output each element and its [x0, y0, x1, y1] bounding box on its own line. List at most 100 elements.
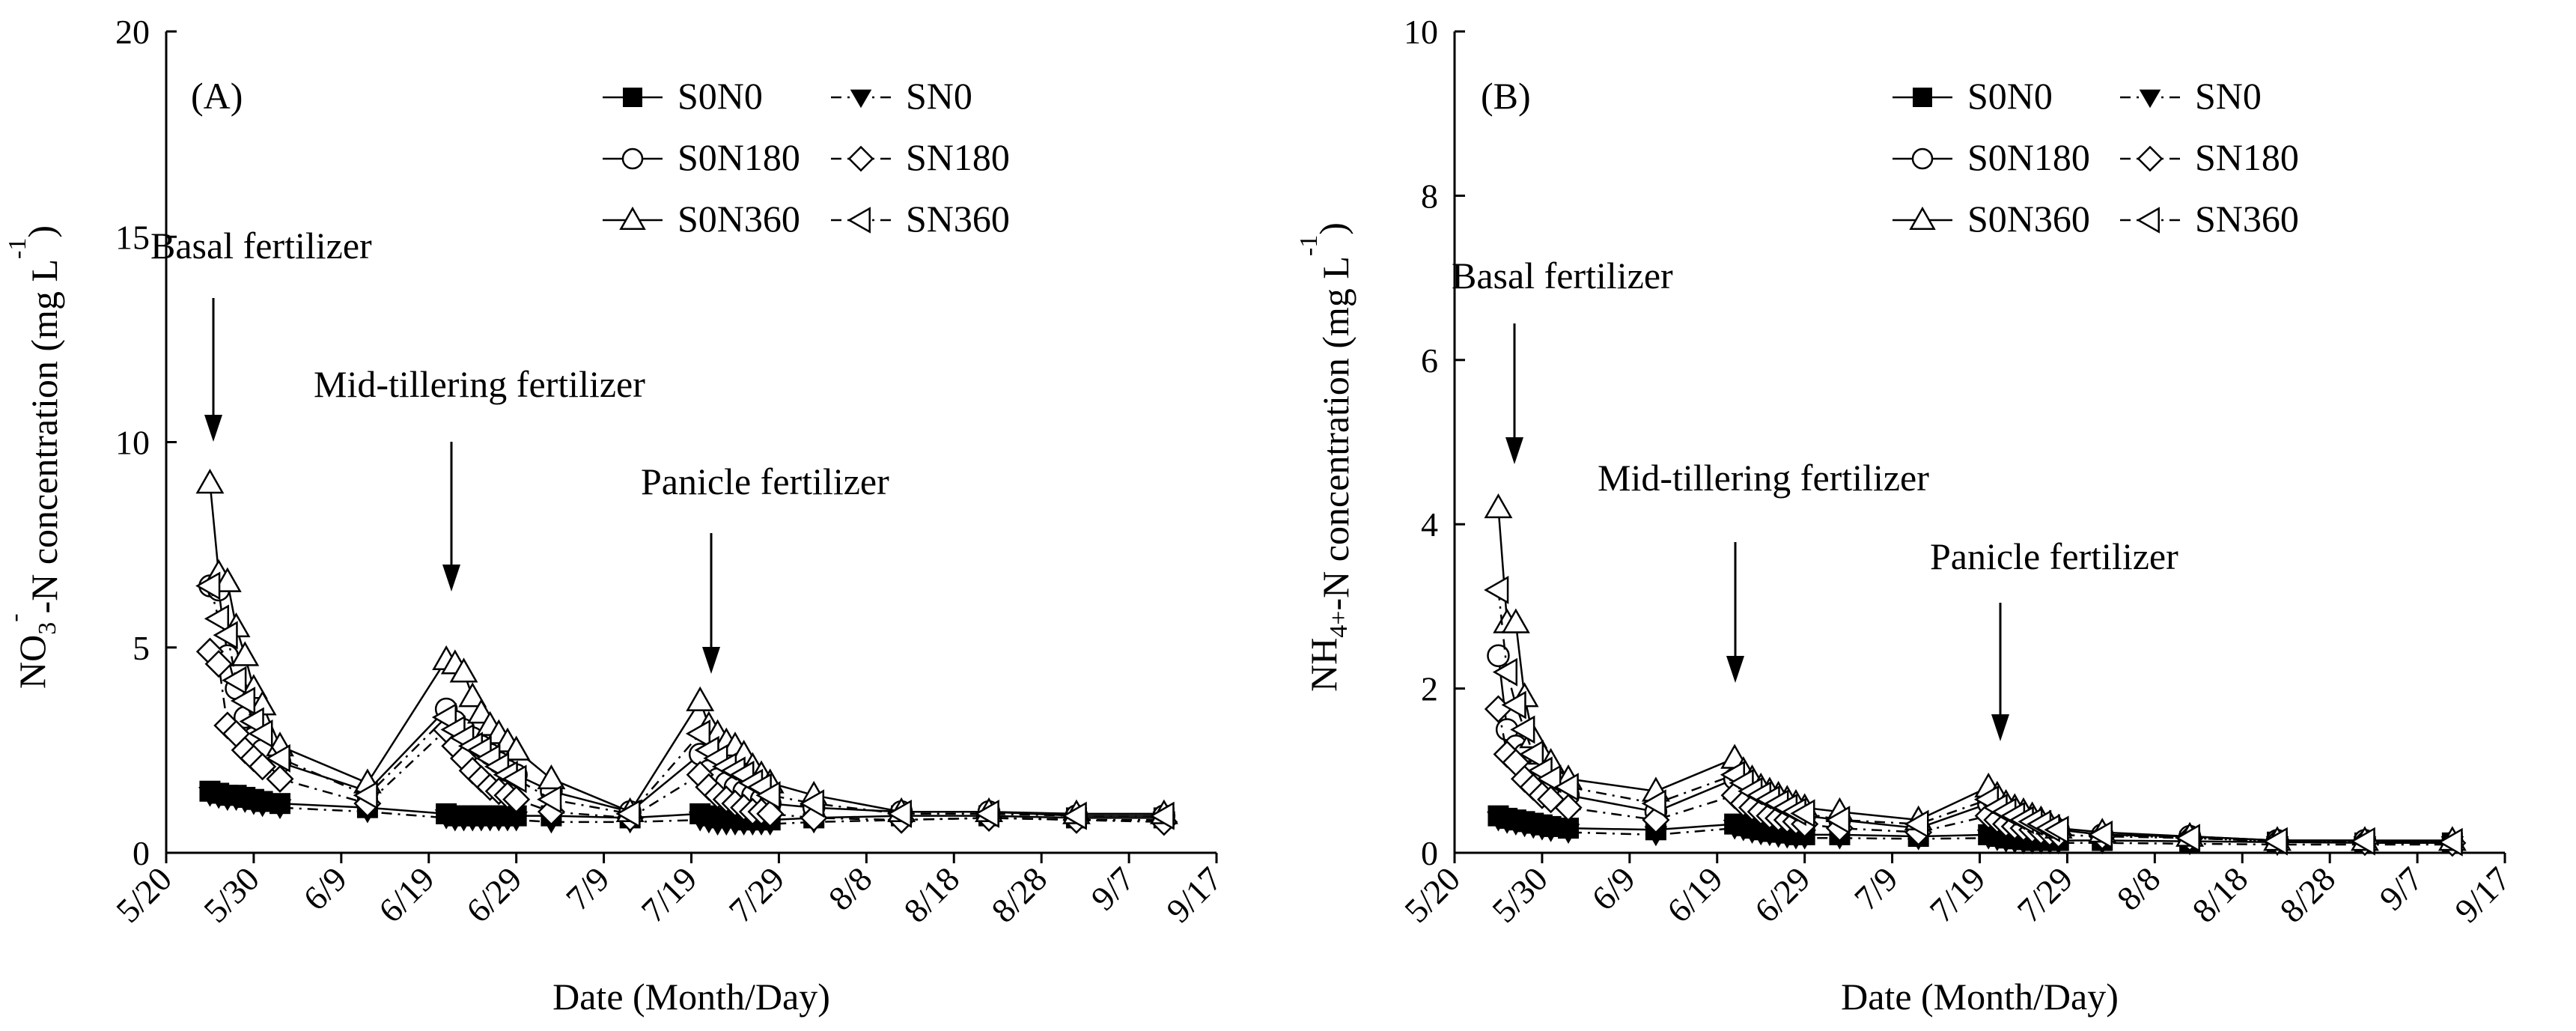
x-tick-label: 7/29 — [2010, 860, 2080, 930]
x-tick-label: 8/8 — [2110, 860, 2168, 918]
y-tick-label: 5 — [133, 629, 150, 667]
data-point — [2087, 820, 2113, 849]
annotation-0: Basal fertilizer — [150, 225, 372, 442]
data-point — [231, 641, 260, 666]
data-point — [1484, 576, 1509, 604]
x-tick-label: 8/28 — [2272, 860, 2342, 930]
annotation-text: Panicle fertilizer — [1930, 535, 2178, 577]
series-line — [209, 585, 1164, 817]
data-point — [1062, 801, 1087, 830]
annotation-text: Basal fertilizer — [150, 225, 372, 267]
legend-label: SN360 — [2195, 198, 2299, 240]
series-s0n180 — [198, 574, 1176, 827]
y-axis-title: NH4+-N concentration (mg L-1) — [1295, 222, 1356, 692]
legend-label: S0N0 — [678, 75, 763, 117]
legend-marker — [619, 206, 646, 230]
x-tick-label: 9/7 — [1084, 860, 1142, 918]
x-tick-label: 7/29 — [722, 860, 792, 930]
data-point — [2175, 824, 2200, 853]
series-s0n360 — [195, 469, 1178, 824]
legend-item-s0n360: S0N360 — [603, 198, 800, 240]
legend-label: S0N360 — [678, 198, 800, 240]
data-point — [265, 743, 290, 773]
legend-item-s0n180: S0N180 — [603, 136, 800, 178]
x-tick-label: 5/30 — [1485, 860, 1555, 930]
y-axis-title-part: ) — [1312, 222, 1354, 235]
data-point — [195, 469, 225, 494]
panel-label: (B) — [1481, 75, 1531, 117]
legend-marker — [621, 147, 644, 170]
legend-marker — [850, 89, 872, 109]
series-line — [1497, 655, 2452, 845]
legend-label: S0N0 — [1967, 75, 2053, 117]
data-point — [2438, 827, 2463, 857]
data-point — [685, 719, 711, 748]
x-tick-label: 9/17 — [2447, 860, 2518, 930]
series-sn360 — [1484, 576, 2463, 857]
data-point — [268, 799, 292, 820]
data-point — [974, 799, 999, 828]
legend-item-sn180: SN180 — [2120, 136, 2299, 178]
data-point — [222, 666, 247, 695]
x-tick-label: 7/19 — [1922, 860, 1993, 930]
series-sn180 — [1484, 695, 2467, 857]
y-axis-title-part: NO — [11, 635, 53, 689]
y-tick-label: 20 — [115, 13, 150, 51]
y-tick-label: 0 — [1421, 834, 1438, 872]
annotation-2: Panicle fertilizer — [641, 460, 889, 674]
legend-label: SN360 — [906, 198, 1010, 240]
x-tick-label: 8/8 — [821, 860, 880, 918]
data-point — [537, 764, 566, 790]
legend-marker — [1911, 147, 1934, 170]
data-point — [1644, 826, 1668, 847]
annotation-arrow-head — [1991, 714, 2009, 741]
x-axis-title: Date (Month/Day) — [552, 976, 830, 1018]
legend-marker — [847, 145, 874, 172]
data-point — [353, 781, 378, 810]
x-tick-label: 9/7 — [2372, 860, 2431, 918]
data-point — [249, 752, 277, 781]
y-axis-title-part: -1 — [1295, 235, 1323, 256]
data-point — [1553, 773, 1579, 802]
data-point — [213, 621, 238, 650]
data-point — [1487, 644, 1510, 667]
data-point — [1518, 740, 1544, 769]
annotation-text: Basal fertilizer — [1452, 255, 1673, 296]
y-tick-label: 6 — [1421, 341, 1438, 380]
series-sn0 — [198, 787, 1176, 836]
y-axis-title-part: 3 — [34, 622, 61, 635]
data-point — [1484, 695, 1513, 723]
legend-item-s0n0: S0N0 — [603, 75, 763, 117]
series-line — [209, 651, 1164, 824]
y-axis-title-part: NH — [1303, 638, 1345, 692]
data-point — [755, 781, 781, 810]
annotation-arrow-head — [702, 647, 720, 674]
data-point — [204, 650, 233, 678]
data-point — [195, 571, 221, 600]
panel-label: (A) — [191, 75, 243, 117]
legend-item-s0n0: S0N0 — [1893, 75, 2053, 117]
legend: S0N0 SN0 S0N180 SN180 S0N360 SN360 — [603, 75, 1010, 240]
annotation-text: Panicle fertilizer — [641, 460, 889, 502]
data-point — [1536, 764, 1562, 794]
annotation-arrow-head — [1505, 437, 1523, 464]
annotation-0: Basal fertilizer — [1452, 255, 1673, 464]
legend-label: SN180 — [2195, 136, 2299, 178]
data-point — [502, 764, 527, 794]
x-tick-label: 6/19 — [1660, 860, 1730, 930]
data-point — [248, 719, 273, 748]
y-axis-title-part: -1 — [4, 238, 31, 259]
panel-a: 0 5 10 15 20 5/20 5/30 6/9 6/19 6/29 7/9 7/19 7/29 8/… — [1, 13, 1229, 1018]
series-line — [210, 790, 1164, 821]
y-tick-label: 4 — [1421, 505, 1438, 544]
data-point — [756, 800, 785, 828]
legend-label: SN180 — [906, 136, 1010, 178]
x-tick-label: 6/29 — [459, 860, 529, 930]
y-tick-label: 8 — [1421, 177, 1438, 215]
y-axis-title-part: ) — [20, 225, 62, 238]
data-point — [537, 785, 562, 814]
series-sn180 — [195, 637, 1178, 836]
data-point — [2262, 827, 2288, 856]
panel-b: 0 2 4 6 8 10 5/20 5/30 6/9 6/19 6/29 7/9 7/19 7/29 8/8… — [1295, 13, 2518, 1018]
